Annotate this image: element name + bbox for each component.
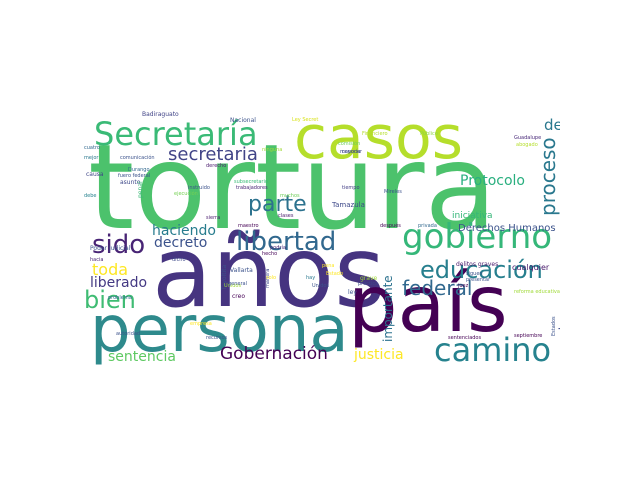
cloud-word: hay [306, 275, 316, 281]
cloud-word: podría [270, 245, 286, 251]
cloud-word: ninguna [262, 147, 283, 153]
cloud-word: Secretaría [94, 115, 258, 153]
cloud-word: clases [278, 213, 294, 219]
cloud-word: penal [137, 181, 144, 198]
cloud-word: parte [248, 192, 307, 217]
cloud-word: gobierno [402, 217, 553, 257]
cloud-word: Vallarta [230, 267, 253, 274]
cloud-word: después [380, 223, 401, 229]
cloud-word: sentenciados [448, 335, 482, 341]
cloud-word: pena [322, 263, 335, 269]
cloud-word: ejecución [174, 191, 198, 197]
cloud-word: iniciativa [452, 211, 493, 221]
cloud-word: Estado [326, 271, 344, 277]
cloud-word: reforma educativa [514, 289, 560, 295]
cloud-word: años [152, 216, 386, 330]
cloud-word: importante [381, 275, 395, 342]
cloud-word: Financiero [362, 131, 388, 137]
cloud-word: mejor [84, 155, 99, 161]
cloud-word: decreto [154, 235, 208, 251]
cloud-word: creo [232, 293, 245, 300]
cloud-word: maestro [238, 223, 259, 229]
cloud-word: privada [418, 223, 437, 229]
cloud-word: subsecretario [234, 179, 268, 185]
cloud-word: septiembre [514, 333, 543, 339]
cloud-word: mismo [557, 301, 560, 342]
cloud-word: bien [84, 286, 136, 314]
cloud-word: Estados [551, 316, 557, 336]
cloud-word: grave [360, 275, 378, 282]
cloud-word: sentencia [108, 349, 176, 365]
cloud-word: sierra [206, 215, 221, 221]
cloud-word: dicho [172, 257, 186, 263]
cloud-word: abogado [516, 142, 538, 148]
cloud-word: empresa [190, 321, 212, 327]
cloud-word: Unidos [312, 283, 330, 289]
cloud-word: Badiraguato [142, 111, 179, 118]
cloud-word: Mireles [384, 189, 402, 195]
cloud-word: Poder Judicial [90, 245, 131, 252]
cloud-word: liberado [90, 275, 148, 291]
cloud-word: delito [544, 116, 560, 134]
cloud-word: siguen [466, 271, 483, 277]
cloud-word: Durango [128, 167, 150, 173]
cloud-word: conocer [342, 149, 362, 155]
cloud-word: tortura [88, 118, 497, 256]
cloud-word: Gobernación [220, 344, 328, 364]
cloud-word: trabajadores [236, 185, 268, 191]
cloud-word: toda [92, 260, 129, 279]
cloud-word: proceso [536, 137, 560, 216]
cloud-word: comunicación [120, 155, 155, 161]
cloud-word: cuatro [84, 145, 100, 151]
cloud-word: práctica [358, 281, 379, 287]
cloud-word: educación [420, 256, 543, 284]
cloud-word: muchos [280, 193, 300, 199]
cloud-word: Ley Secret [292, 117, 319, 123]
cloud-word: hacia [90, 257, 104, 263]
cloud-word: Nacional [230, 117, 256, 124]
cloud-word: Derechos Humanos [458, 223, 556, 234]
cloud-word: Unidos [224, 283, 242, 289]
cloud-word: asunto [120, 179, 141, 186]
cloud-word: autoridad [116, 331, 141, 337]
cloud-word: libertad [236, 227, 337, 257]
cloud-word: camino [434, 331, 552, 368]
cloud-word: comisión [338, 141, 361, 147]
cloud-word: Protocolo [460, 173, 525, 189]
word-cloud: tortura años persona país casos Secretar… [80, 106, 560, 368]
cloud-word: haciendo [152, 223, 216, 239]
cloud-word: solo [266, 275, 277, 281]
cloud-word: justicia [354, 347, 404, 363]
cloud-word: instruido [188, 185, 210, 191]
cloud-word: Público [420, 131, 438, 137]
cloud-word: cualquier [512, 263, 550, 272]
cloud-word: hecho [262, 251, 278, 257]
cloud-word: derecho [206, 163, 227, 169]
cloud-word: general [228, 281, 248, 287]
cloud-word: fuero federal [118, 173, 151, 179]
cloud-word: Guadalupe [514, 135, 542, 141]
cloud-word: Tamazula [332, 201, 365, 209]
cloud-word: persona [90, 293, 349, 367]
cloud-word: sido [92, 230, 146, 260]
cloud-word: casos [294, 106, 463, 173]
cloud-word: federal [402, 276, 473, 300]
cloud-word: presentar [466, 277, 491, 283]
cloud-word: mayoría [340, 149, 361, 155]
cloud-word: recursos [206, 335, 228, 341]
cloud-word: delitos graves [456, 261, 499, 268]
cloud-word: juez [458, 283, 469, 289]
cloud-word: tiempo [342, 185, 360, 191]
cloud-word: debe [84, 193, 97, 199]
cloud-word: ley [348, 289, 357, 296]
cloud-word: secretaria [168, 144, 258, 165]
cloud-word: causa [86, 171, 104, 178]
cloud-word: problema [108, 295, 132, 301]
cloud-word: país [348, 260, 508, 350]
